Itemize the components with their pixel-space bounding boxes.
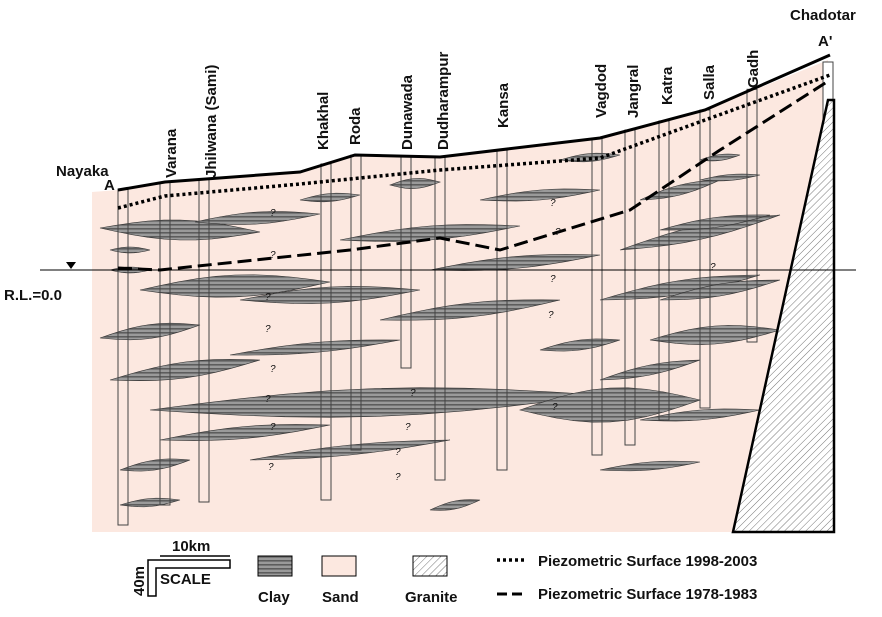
sand-swatch <box>322 556 356 576</box>
unknown-marker: ? <box>395 472 401 483</box>
well-label: Dudharampur <box>435 51 452 150</box>
well-label: Kansa <box>495 82 512 128</box>
recent-label: Piezometric Surface 1998-2003 <box>538 553 757 570</box>
well-label: Salla <box>701 64 718 100</box>
well-label: Khakhal <box>315 92 332 150</box>
unknown-marker: ? <box>270 422 276 433</box>
legend: 10km SCALE 40m Clay Sand Granite Piezome… <box>131 538 757 606</box>
datum-label: R.L.=0.0 <box>4 287 62 304</box>
unknown-marker: ? <box>555 227 561 238</box>
water-table-marker <box>66 262 76 269</box>
unknown-marker: ? <box>268 462 274 473</box>
well-label: Dunawada <box>399 74 416 150</box>
well-label: Roda <box>347 107 364 145</box>
well-label: Katra <box>659 66 676 105</box>
unknown-marker: ? <box>548 310 554 321</box>
unknown-marker: ? <box>265 324 271 335</box>
end-label: A' <box>818 33 832 50</box>
clay-swatch <box>258 556 292 576</box>
unknown-marker: ? <box>265 292 271 303</box>
well-label: Jhilwana (Sami) <box>203 65 220 178</box>
granite-label: Granite <box>405 589 458 606</box>
well-label: Gadh <box>745 50 762 88</box>
unknown-marker: ? <box>265 394 271 405</box>
clay-label: Clay <box>258 589 290 606</box>
unknown-marker: ? <box>710 262 716 273</box>
scale-title: SCALE <box>160 571 211 588</box>
well-label: Jangral <box>625 65 642 118</box>
cross-section: R.L.=0.0 Nayaka A Chadotar A' Varana Jhil… <box>0 0 882 612</box>
unknown-marker: ? <box>405 422 411 433</box>
unknown-marker: ? <box>550 198 556 209</box>
unknown-marker: ? <box>270 208 276 219</box>
unknown-marker: ? <box>552 402 558 413</box>
old-label: Piezometric Surface 1978-1983 <box>538 586 757 603</box>
well-label: Varana <box>163 128 180 178</box>
start-name: Nayaka <box>56 163 109 180</box>
unknown-marker: ? <box>270 250 276 261</box>
sand-label: Sand <box>322 589 359 606</box>
scale-horizontal: 10km <box>172 538 210 555</box>
end-name: Chadotar <box>790 7 856 24</box>
page: R.L.=0.0 Nayaka A Chadotar A' Varana Jhil… <box>0 0 882 617</box>
start-label: A <box>104 177 115 194</box>
unknown-marker: ? <box>395 447 401 458</box>
well-label: Vagdod <box>593 64 610 118</box>
granite-swatch <box>413 556 447 576</box>
unknown-marker: ? <box>410 388 416 399</box>
unknown-marker: ? <box>270 364 276 375</box>
unknown-marker: ? <box>550 274 556 285</box>
scale-vertical: 40m <box>131 566 148 596</box>
